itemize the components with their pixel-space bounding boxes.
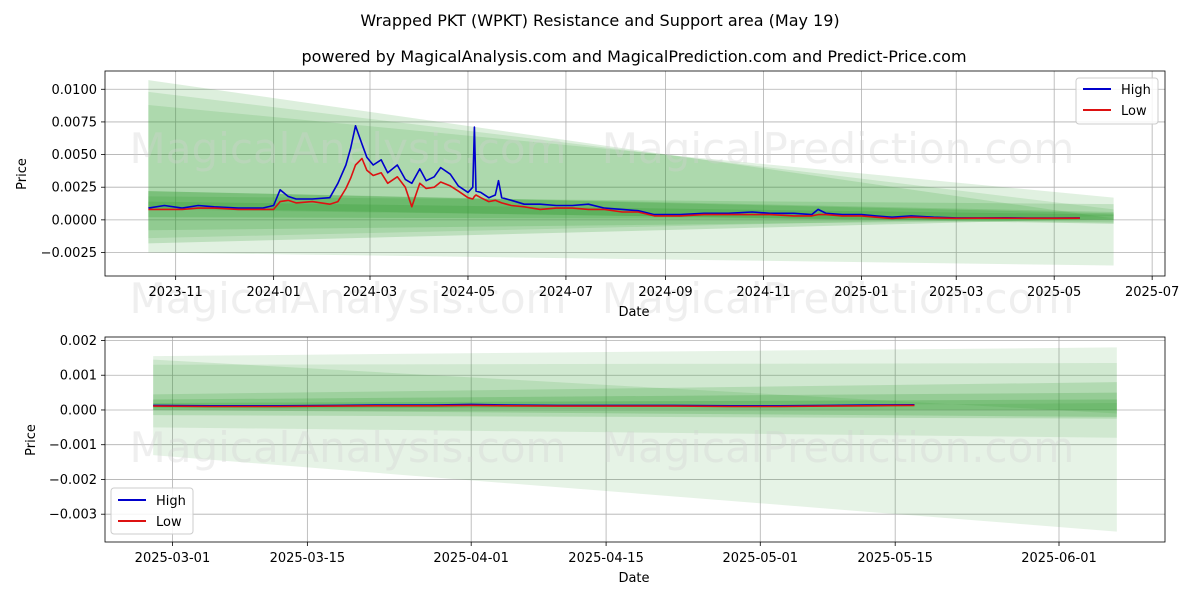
prediction-band (153, 359, 1117, 414)
top-chart-legend: High Low (1075, 77, 1159, 125)
series-low-line (153, 404, 915, 408)
bottom-chart-ylabel: Price (24, 424, 39, 456)
bottom-chart-bands (153, 347, 1117, 532)
x-tick-label: 2025-05-15 (857, 551, 933, 566)
y-tick-label: −0.001 (49, 438, 97, 453)
y-tick-label: 0.0050 (52, 148, 98, 163)
x-tick-label: 2025-01 (834, 285, 888, 300)
legend-high-label: High (156, 494, 186, 509)
prediction-band (153, 363, 1117, 438)
top-chart-watermark: MagicalAnalysis.com MagicalPrediction.co… (130, 124, 1075, 323)
x-tick-label: 2023-11 (149, 285, 203, 300)
y-tick-label: −0.0025 (41, 246, 97, 261)
series-low-line (148, 157, 1080, 220)
bottom-chart-grid (105, 337, 1165, 542)
bottom-chart-frame (104, 336, 1166, 543)
x-tick-label: 2025-05 (1027, 285, 1081, 300)
x-tick-label: 2025-07 (1125, 285, 1179, 300)
x-tick-label: 2025-03 (929, 285, 983, 300)
y-tick-label: 0.0075 (52, 115, 98, 130)
prediction-band (153, 347, 1117, 532)
prediction-band (153, 382, 1117, 419)
x-tick-label: 2025-06-01 (1021, 551, 1097, 566)
prediction-band (148, 80, 1114, 223)
bottom-chart-legend: High Low (110, 487, 194, 535)
x-tick-label: 2025-04-15 (568, 551, 644, 566)
prediction-band (148, 104, 1114, 239)
bottom-chart-series (153, 403, 915, 408)
x-tick-label: 2024-05 (441, 285, 495, 300)
x-tick-label: 2024-11 (736, 285, 790, 300)
x-tick-label: 2025-03-15 (270, 551, 346, 566)
watermark-magicalprediction-lower: MagicalPrediction.com (602, 274, 1075, 323)
y-tick-label: −0.002 (49, 473, 97, 488)
top-chart-ylabel: Price (15, 158, 30, 190)
legend-low-label: Low (156, 515, 182, 530)
y-tick-label: 0.0100 (52, 83, 98, 98)
top-chart-frame (104, 70, 1166, 277)
y-tick-label: −0.003 (49, 508, 97, 523)
x-tick-label: 2025-04-01 (433, 551, 509, 566)
bottom-chart: MagicalAnalysis.com MagicalPrediction.co… (24, 334, 1166, 586)
series-high-line (148, 125, 1080, 219)
top-chart-ticks: 2023-11 2024-01 2024-03 2024-05 2024-07 2024-… (41, 83, 1180, 300)
watermark-magicalprediction: MagicalPrediction.com (602, 124, 1075, 173)
x-tick-label: 2025-05-01 (722, 551, 798, 566)
watermark-magicalanalysis-bottom: MagicalAnalysis.com (130, 423, 567, 472)
watermark-magicalanalysis: MagicalAnalysis.com (130, 124, 567, 173)
watermark-magicalanalysis-lower: MagicalAnalysis.com (130, 274, 567, 323)
x-tick-label: 2024-09 (638, 285, 692, 300)
bottom-chart-watermark: MagicalAnalysis.com MagicalPrediction.co… (130, 423, 1075, 472)
y-tick-label: 0.0025 (52, 181, 98, 196)
prediction-band (148, 191, 1114, 244)
y-tick-label: 0.0000 (52, 213, 98, 228)
legend-high-label: High (1121, 83, 1151, 98)
top-chart: MagicalAnalysis.com MagicalPrediction.co… (15, 70, 1180, 323)
top-chart-xlabel: Date (618, 305, 649, 320)
prediction-band (148, 91, 1114, 266)
y-tick-label: 0.000 (60, 403, 97, 418)
x-tick-label: 2024-01 (246, 285, 300, 300)
watermark-magicalprediction-bottom: MagicalPrediction.com (602, 423, 1075, 472)
legend-low-label: Low (1121, 104, 1147, 119)
prediction-band (148, 196, 1114, 231)
x-tick-label: 2025-03-01 (135, 551, 211, 566)
bottom-chart-ticks: 2025-03-01 2025-03-15 2025-04-01 2025-04-15… (49, 334, 1097, 566)
bottom-chart-xlabel: Date (618, 571, 649, 586)
top-chart-series (148, 125, 1080, 220)
y-tick-label: 0.002 (60, 334, 97, 349)
x-tick-label: 2024-03 (343, 285, 397, 300)
chart-title: Wrapped PKT (WPKT) Resistance and Suppor… (360, 11, 839, 30)
y-tick-label: 0.001 (60, 369, 97, 384)
x-tick-label: 2024-07 (539, 285, 593, 300)
chart-subtitle: powered by MagicalAnalysis.com and Magic… (301, 47, 966, 66)
